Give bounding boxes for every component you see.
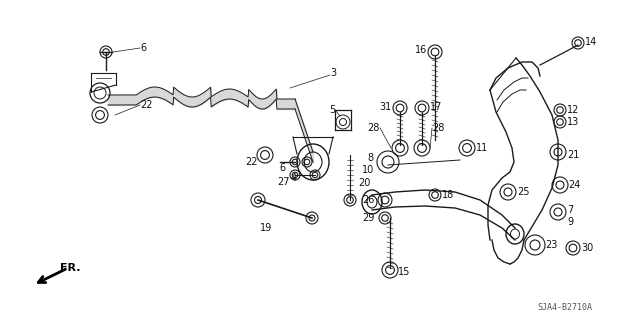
Text: 29: 29: [363, 213, 375, 223]
Text: 12: 12: [567, 105, 579, 115]
Text: 8: 8: [368, 153, 374, 163]
Text: 24: 24: [568, 180, 580, 190]
Text: 4: 4: [291, 173, 297, 183]
Text: 26: 26: [363, 195, 375, 205]
Text: 30: 30: [581, 243, 593, 253]
Text: 11: 11: [476, 143, 488, 153]
Text: 7: 7: [567, 205, 573, 215]
Text: 28: 28: [432, 123, 444, 133]
Text: 3: 3: [330, 68, 336, 78]
Text: 27: 27: [278, 177, 290, 187]
Text: FR.: FR.: [60, 263, 81, 273]
Text: 18: 18: [442, 190, 454, 200]
Text: 22: 22: [140, 100, 152, 110]
Text: 23: 23: [545, 240, 557, 250]
Text: 5: 5: [329, 105, 335, 115]
Text: SJA4-B2710A: SJA4-B2710A: [538, 302, 593, 311]
Text: 20: 20: [358, 178, 371, 188]
Text: 13: 13: [567, 117, 579, 127]
Text: 22: 22: [246, 157, 258, 167]
Text: 14: 14: [585, 37, 597, 47]
Text: 16: 16: [415, 45, 427, 55]
Text: 19: 19: [260, 223, 272, 233]
Text: 21: 21: [567, 150, 579, 160]
Text: 9: 9: [567, 217, 573, 227]
Text: 25: 25: [517, 187, 529, 197]
Text: 6: 6: [280, 163, 286, 173]
Text: 31: 31: [380, 102, 392, 112]
Text: 10: 10: [362, 165, 374, 175]
Text: 28: 28: [367, 123, 380, 133]
Text: 17: 17: [430, 102, 442, 112]
Text: 6: 6: [140, 43, 146, 53]
Text: 15: 15: [398, 267, 410, 277]
